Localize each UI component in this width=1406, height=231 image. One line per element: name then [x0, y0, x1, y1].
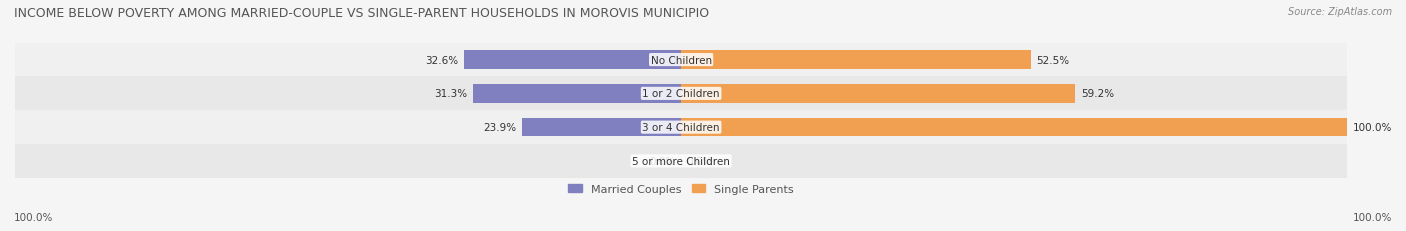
Text: 100.0%: 100.0%	[1353, 212, 1392, 222]
Text: 31.3%: 31.3%	[434, 89, 467, 99]
Bar	[472, 85, 681, 103]
Text: INCOME BELOW POVERTY AMONG MARRIED-COUPLE VS SINGLE-PARENT HOUSEHOLDS IN MOROVIS: INCOME BELOW POVERTY AMONG MARRIED-COUPL…	[14, 7, 709, 20]
Bar	[15, 111, 1347, 144]
Text: 0.0%: 0.0%	[650, 156, 676, 166]
Text: 5 or more Children: 5 or more Children	[633, 156, 730, 166]
Text: 32.6%: 32.6%	[426, 55, 458, 65]
Text: 1 or 2 Children: 1 or 2 Children	[643, 89, 720, 99]
Bar	[681, 51, 1031, 70]
Legend: Married Couples, Single Parents: Married Couples, Single Parents	[564, 180, 799, 198]
Bar	[522, 118, 681, 137]
Text: 100.0%: 100.0%	[1353, 123, 1392, 133]
Bar	[15, 77, 1347, 111]
Bar	[464, 51, 681, 70]
Bar	[15, 144, 1347, 178]
Text: 100.0%: 100.0%	[14, 212, 53, 222]
Bar	[681, 118, 1347, 137]
Text: 52.5%: 52.5%	[1036, 55, 1070, 65]
Bar	[681, 85, 1076, 103]
Text: 23.9%: 23.9%	[484, 123, 516, 133]
Text: Source: ZipAtlas.com: Source: ZipAtlas.com	[1288, 7, 1392, 17]
Text: 0.0%: 0.0%	[686, 156, 713, 166]
Text: 3 or 4 Children: 3 or 4 Children	[643, 123, 720, 133]
Bar	[15, 43, 1347, 77]
Text: No Children: No Children	[651, 55, 711, 65]
Text: 59.2%: 59.2%	[1081, 89, 1114, 99]
